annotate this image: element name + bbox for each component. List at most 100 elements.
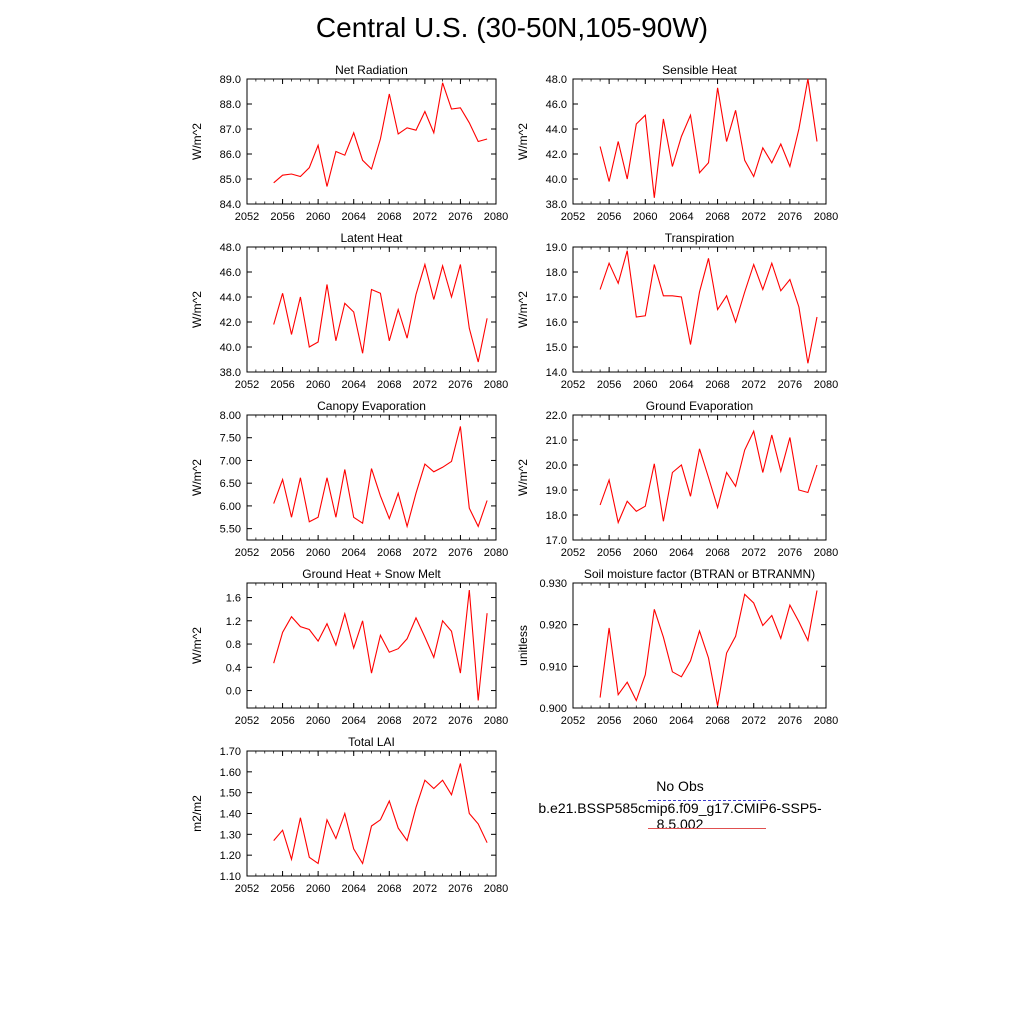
y-tick-label: 22.0 [546,410,567,422]
y-tick-label: 38.0 [546,199,567,211]
x-tick-label: 2056 [270,211,294,223]
y-tick-label: 0.4 [226,662,241,674]
y-tick-label: 0.920 [539,620,567,632]
x-tick-label: 2060 [306,715,330,727]
y-tick-label: 46.0 [220,267,241,279]
y-axis-label: W/m^2 [516,291,530,328]
x-tick-label: 2064 [669,547,693,559]
series-line [599,590,818,707]
y-axis-label: unitless [516,625,530,666]
x-tick-label: 2056 [597,379,621,391]
x-tick-label: 2072 [741,211,765,223]
y-tick-label: 85.0 [220,174,241,186]
series-line [273,763,488,865]
series-line [273,262,488,363]
y-tick-label: 40.0 [220,342,241,354]
series-line [599,429,818,525]
x-tick-label: 2072 [413,547,437,559]
y-axis-label: m2/m2 [190,795,204,832]
x-tick-label: 2068 [377,547,401,559]
x-tick-label: 2060 [306,547,330,559]
x-tick-label: 2052 [561,379,585,391]
y-axis-label: W/m^2 [190,459,204,496]
x-tick-label: 2056 [270,715,294,727]
legend: No Obs b.e21.BSSP585cmip6.f09_g17.CMIP6-… [530,778,830,832]
x-tick-label: 2064 [341,547,365,559]
plot-frame [246,246,497,373]
series-line [273,426,488,529]
y-tick-label: 86.0 [220,149,241,161]
x-tick-label: 2080 [814,211,838,223]
x-tick-label: 2052 [235,379,259,391]
y-tick-label: 6.00 [220,501,241,513]
x-tick-label: 2064 [669,715,693,727]
y-tick-label: 0.900 [539,703,567,715]
x-tick-label: 2060 [306,883,330,895]
series-line [273,82,488,187]
x-tick-label: 2052 [561,715,585,727]
x-tick-label: 2072 [413,715,437,727]
plot-title: Ground Heat + Snow Melt [302,567,441,581]
y-axis-label: W/m^2 [190,291,204,328]
y-tick-label: 48.0 [546,74,567,86]
plot-frame [572,78,827,205]
legend-obs-label: No Obs [656,778,704,794]
x-tick-label: 2080 [484,379,508,391]
plot-title: Total LAI [348,735,395,749]
x-tick-label: 2072 [413,211,437,223]
x-tick-label: 2064 [669,211,693,223]
x-tick-label: 2056 [270,547,294,559]
plot-title: Ground Evaporation [646,399,753,413]
y-tick-label: 15.0 [546,342,567,354]
y-tick-label: 1.60 [220,767,241,779]
y-tick-label: 21.0 [546,435,567,447]
y-tick-label: 0.0 [226,686,241,698]
y-tick-label: 0.930 [539,578,567,590]
y-tick-label: 48.0 [220,242,241,254]
y-tick-label: 18.0 [546,267,567,279]
x-tick-label: 2052 [235,715,259,727]
x-tick-label: 2060 [306,211,330,223]
y-tick-label: 0.8 [226,639,241,651]
x-tick-label: 2064 [341,211,365,223]
x-tick-label: 2056 [597,715,621,727]
x-tick-label: 2064 [669,379,693,391]
x-tick-label: 2076 [448,547,472,559]
x-tick-label: 2056 [270,379,294,391]
y-tick-label: 1.20 [220,850,241,862]
x-tick-label: 2060 [633,715,657,727]
plot-title: Net Radiation [335,63,408,77]
x-tick-label: 2068 [377,379,401,391]
y-tick-label: 8.00 [220,410,241,422]
plot-frame [572,414,827,541]
x-tick-label: 2064 [341,715,365,727]
x-tick-label: 2076 [778,547,802,559]
x-tick-label: 2080 [484,715,508,727]
plot-title: Latent Heat [340,231,403,245]
y-tick-label: 46.0 [546,99,567,111]
y-tick-label: 19.0 [546,485,567,497]
x-tick-label: 2056 [270,883,294,895]
legend-obs-line [648,800,766,801]
x-tick-label: 2064 [341,883,365,895]
y-tick-label: 1.6 [226,593,241,605]
y-tick-label: 84.0 [220,199,241,211]
y-tick-label: 44.0 [546,124,567,136]
x-tick-label: 2052 [235,211,259,223]
y-tick-label: 16.0 [546,317,567,329]
x-tick-label: 2064 [341,379,365,391]
x-tick-label: 2076 [778,715,802,727]
y-tick-label: 17.0 [546,292,567,304]
x-tick-label: 2072 [741,547,765,559]
x-tick-label: 2052 [235,883,259,895]
y-tick-label: 40.0 [546,174,567,186]
x-tick-label: 2076 [448,715,472,727]
y-tick-label: 1.70 [220,746,241,758]
plot-title: Soil moisture factor (BTRAN or BTRANMN) [584,567,815,581]
y-tick-label: 18.0 [546,510,567,522]
y-tick-label: 42.0 [546,149,567,161]
x-tick-label: 2052 [235,547,259,559]
x-tick-label: 2060 [633,547,657,559]
y-tick-label: 38.0 [220,367,241,379]
x-tick-label: 2072 [413,379,437,391]
